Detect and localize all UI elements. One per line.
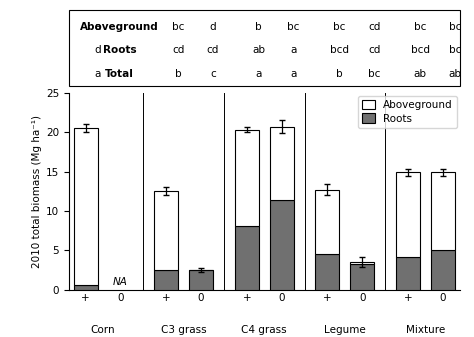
FancyBboxPatch shape (69, 10, 460, 86)
Text: ab: ab (252, 44, 265, 55)
Text: b: b (255, 22, 262, 32)
Text: C4 grass: C4 grass (241, 325, 287, 335)
Bar (316, 254, 339, 290)
Text: Roots: Roots (103, 44, 137, 55)
Bar (154, 270, 178, 290)
Text: NA: NA (113, 277, 128, 287)
Bar (270, 200, 294, 290)
Text: bc: bc (288, 22, 300, 32)
Text: cd: cd (368, 44, 381, 55)
Bar (73, 285, 98, 290)
Bar (350, 262, 374, 264)
Y-axis label: 2010 total biomass (Mg ha⁻¹): 2010 total biomass (Mg ha⁻¹) (32, 115, 42, 268)
Text: bc: bc (368, 69, 381, 79)
Text: Aboveground: Aboveground (80, 22, 159, 32)
Text: Mixture: Mixture (406, 325, 445, 335)
Bar (235, 130, 259, 226)
Legend: Aboveground, Roots: Aboveground, Roots (358, 96, 456, 128)
Text: a: a (291, 44, 297, 55)
Text: c: c (210, 69, 216, 79)
Text: bc: bc (172, 22, 184, 32)
Text: a: a (255, 69, 262, 79)
Text: d: d (94, 44, 101, 55)
Bar (396, 257, 420, 290)
Bar (431, 172, 455, 250)
Text: bc: bc (333, 22, 346, 32)
Text: Corn: Corn (91, 325, 115, 335)
Bar (189, 270, 213, 290)
Text: ab: ab (414, 69, 427, 79)
Text: d: d (210, 22, 216, 32)
Text: bc: bc (449, 44, 461, 55)
Bar (154, 191, 178, 270)
Bar (350, 264, 374, 290)
Text: b: b (336, 69, 343, 79)
Text: b: b (175, 69, 182, 79)
Bar (431, 250, 455, 290)
Text: cd: cd (207, 44, 219, 55)
Text: C3 grass: C3 grass (161, 325, 206, 335)
Text: a: a (94, 69, 100, 79)
Text: bc: bc (449, 22, 461, 32)
Bar (270, 127, 294, 200)
Text: cd: cd (172, 44, 184, 55)
Bar (396, 172, 420, 257)
Text: bcd: bcd (410, 44, 429, 55)
Bar (73, 128, 98, 285)
Bar (235, 226, 259, 290)
Bar (316, 190, 339, 254)
Text: bcd: bcd (330, 44, 349, 55)
Text: Total: Total (105, 69, 134, 79)
Text: a: a (291, 69, 297, 79)
Text: Legume: Legume (324, 325, 366, 335)
Text: cd: cd (368, 22, 381, 32)
Text: ab: ab (448, 69, 462, 79)
Text: a: a (94, 22, 100, 32)
Text: bc: bc (414, 22, 426, 32)
